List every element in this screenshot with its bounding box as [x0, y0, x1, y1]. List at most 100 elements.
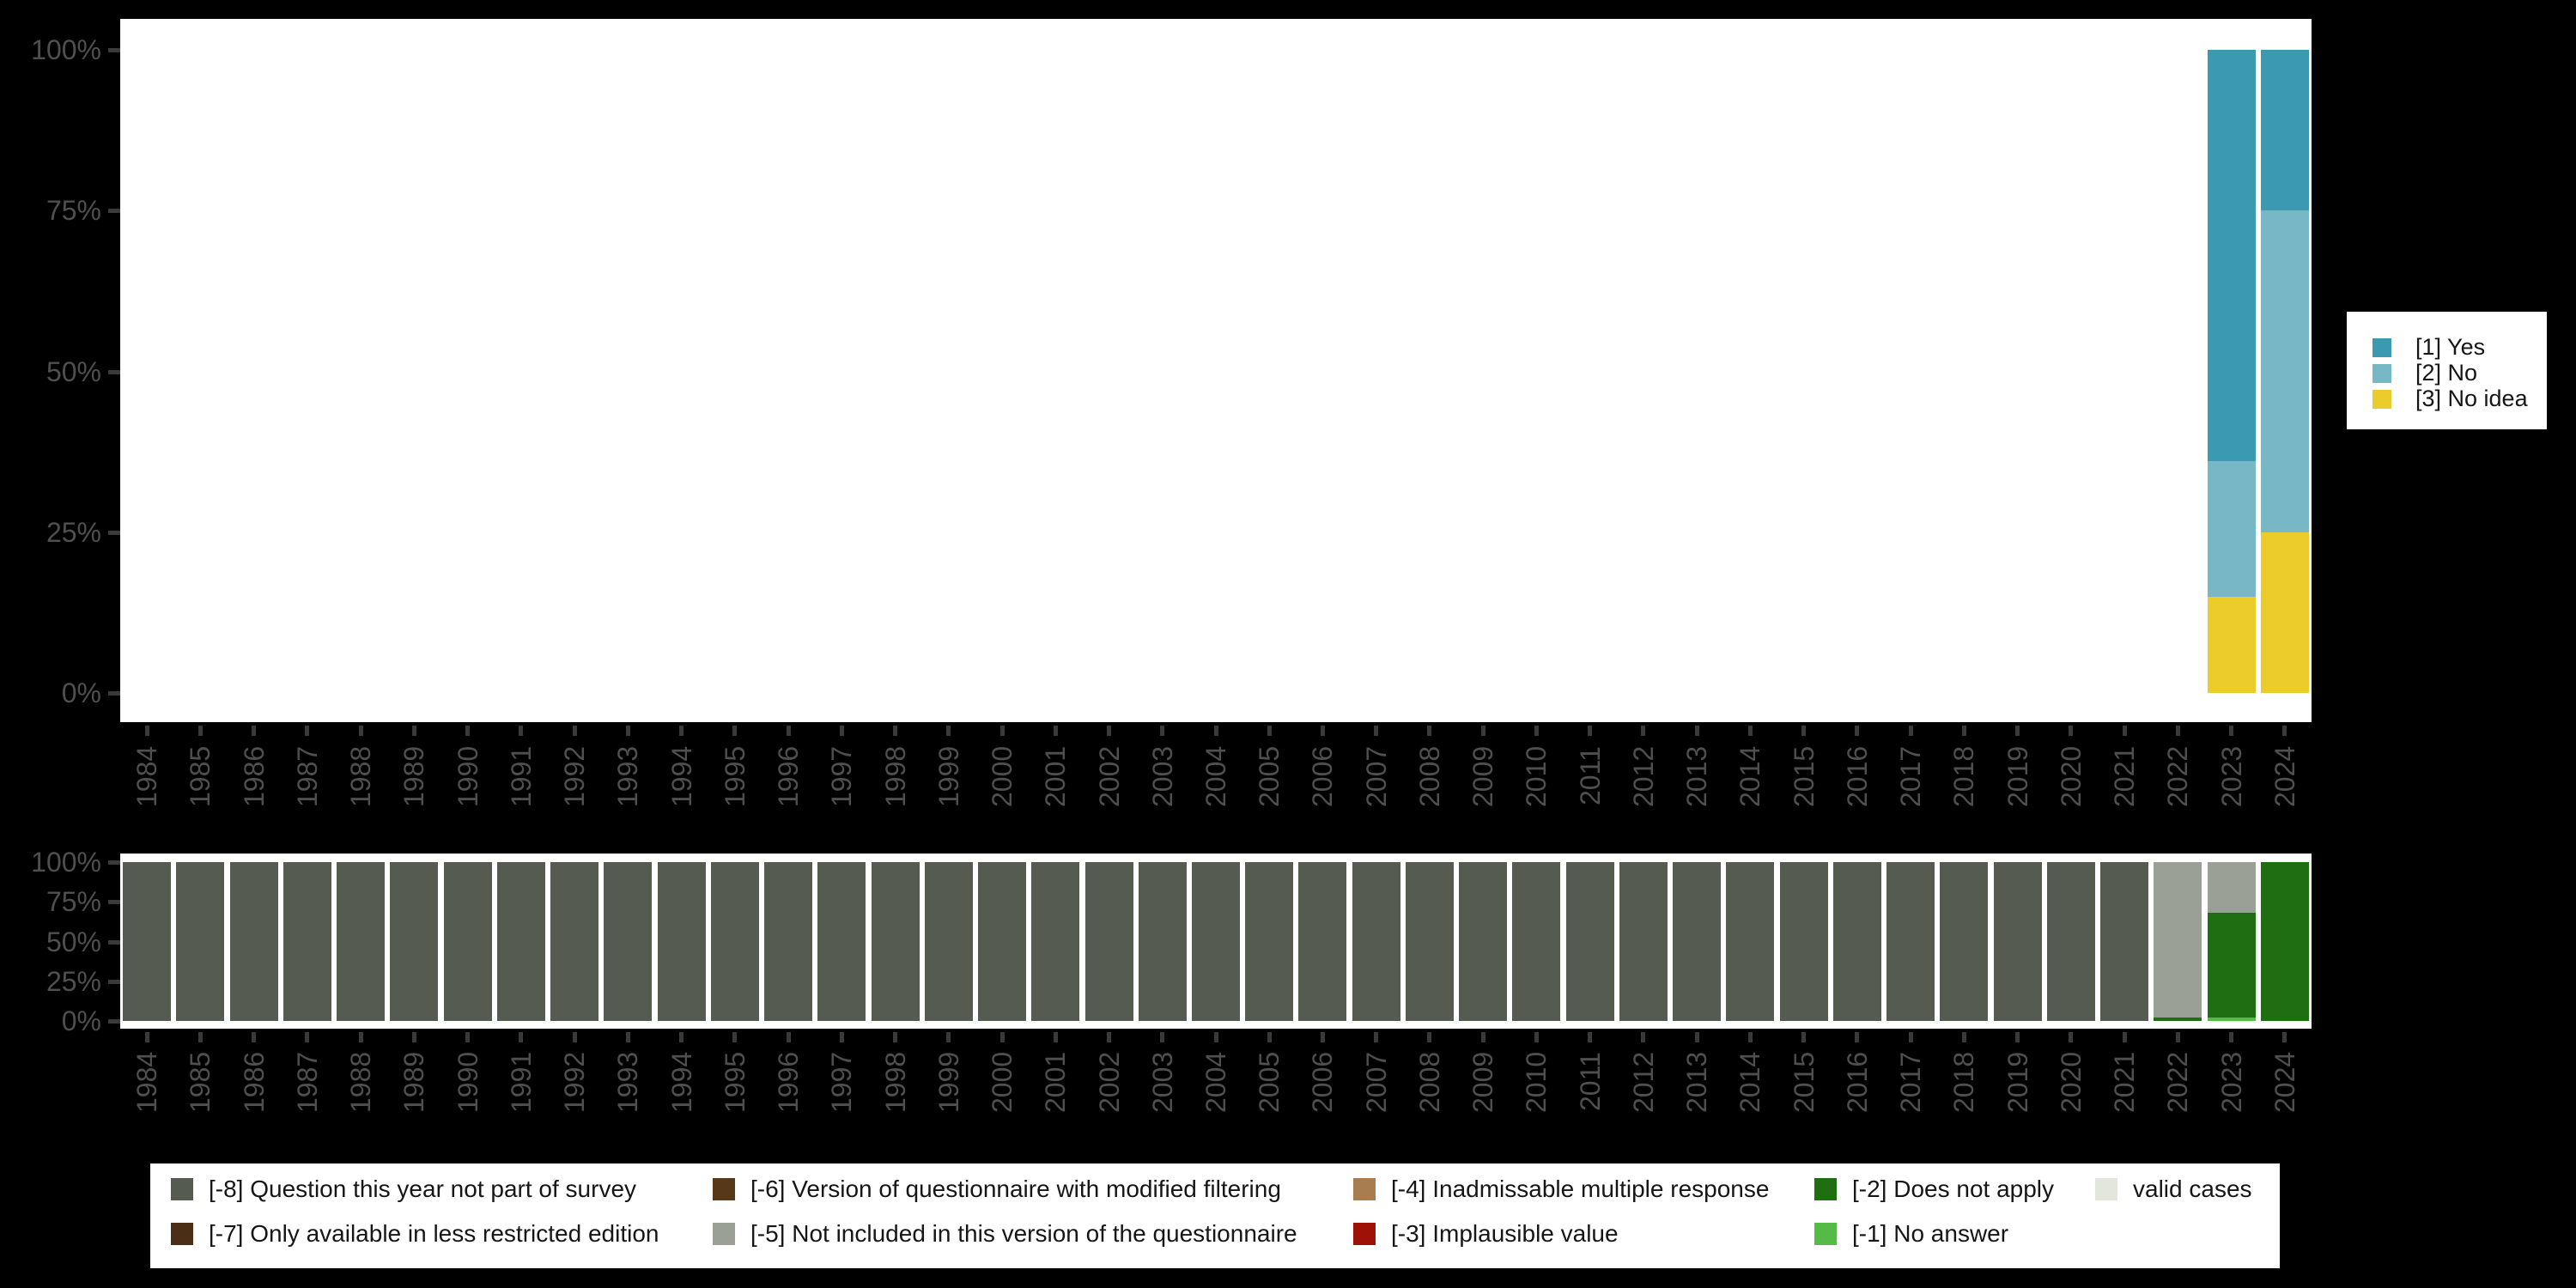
x-tick-mark	[1855, 726, 1860, 736]
x-tick-label-1984: 1984	[131, 745, 163, 807]
bar-1999-segment--8	[924, 862, 973, 1021]
y-tick-label: 100%	[31, 34, 101, 65]
bar-2023-segment--5	[2207, 862, 2256, 914]
x-tick-mark	[1160, 1032, 1165, 1042]
bar-2005	[1245, 862, 1294, 1021]
x-tick-label-2003: 2003	[1146, 745, 1178, 807]
legend-label--2: [-2] Does not apply	[1852, 1176, 2055, 1202]
x-tick-label-1995: 1995	[719, 745, 750, 807]
x-tick-label-2002: 2002	[1093, 1051, 1125, 1113]
x-tick-label-2018: 2018	[1948, 745, 1980, 807]
bar-1995	[710, 862, 759, 1021]
x-tick-label-2006: 2006	[1307, 745, 1339, 807]
y-tick-mark	[108, 48, 120, 52]
x-tick-label-2000: 2000	[987, 1051, 1018, 1113]
bar-2012	[1619, 862, 1668, 1021]
x-tick-mark	[893, 726, 898, 736]
bar-2010-segment--8	[1512, 862, 1561, 1021]
bar-2014	[1726, 862, 1775, 1021]
bar-1992-segment--8	[550, 862, 599, 1021]
legend-item--8: [-8] Question this year not part of surv…	[171, 1176, 636, 1203]
x-tick-label-1998: 1998	[879, 1051, 911, 1113]
x-tick-label-2023: 2023	[2215, 1051, 2247, 1113]
x-tick-label-2007: 2007	[1360, 745, 1392, 807]
x-tick-label-1999: 1999	[933, 1051, 964, 1113]
bar-2002-segment--8	[1084, 862, 1133, 1021]
x-tick-label-2011: 2011	[1574, 746, 1606, 806]
x-tick-label-2007: 2007	[1360, 1051, 1392, 1113]
x-tick-mark	[679, 1032, 684, 1042]
x-tick-mark	[1694, 726, 1699, 736]
bar-2015	[1779, 862, 1828, 1021]
x-tick-mark	[732, 1032, 738, 1042]
x-tick-label-1994: 1994	[665, 745, 697, 807]
x-tick-mark	[1053, 1032, 1058, 1042]
bar-1994	[657, 862, 706, 1021]
bar-2024-segment-3	[2260, 532, 2309, 693]
x-tick-label-1990: 1990	[452, 1051, 483, 1113]
legend-item--7: [-7] Only available in less restricted e…	[171, 1220, 659, 1248]
legend-swatch--5	[713, 1223, 735, 1245]
x-tick-label-1991: 1991	[505, 1051, 537, 1113]
x-tick-mark	[999, 726, 1005, 736]
bar-1986	[229, 862, 278, 1021]
x-tick-mark	[679, 726, 684, 736]
x-tick-mark	[411, 726, 416, 736]
bar-1994-segment--8	[657, 862, 706, 1021]
bar-2004	[1192, 862, 1240, 1021]
legend-swatch--3	[1353, 1223, 1376, 1245]
bar-1997-segment--8	[817, 862, 866, 1021]
x-tick-mark	[305, 726, 310, 736]
bar-1993-segment--8	[604, 862, 653, 1021]
y-tick-mark	[108, 860, 120, 865]
answers-legend: [1] Yes [2] No [3] No idea	[2347, 312, 2547, 429]
y-tick-label: 75%	[46, 886, 101, 918]
bar-1985-segment--8	[176, 862, 225, 1021]
bar-2024-segment-2	[2260, 210, 2309, 532]
legend-label--3: [-3] Implausible value	[1391, 1220, 1619, 1247]
x-tick-mark	[1267, 1032, 1272, 1042]
x-tick-mark	[572, 726, 577, 736]
bar-2005-segment--8	[1245, 862, 1294, 1021]
x-tick-mark	[197, 726, 203, 736]
bar-2000-segment--8	[978, 862, 1027, 1021]
x-tick-mark	[839, 726, 844, 736]
x-tick-mark	[305, 1032, 310, 1042]
legend-label--6: [-6] Version of questionnaire with modif…	[750, 1176, 1281, 1202]
y-tick-label: 0%	[61, 677, 101, 708]
x-tick-label-1993: 1993	[612, 745, 644, 807]
bar-2011	[1565, 862, 1614, 1021]
bar-1987	[283, 862, 331, 1021]
bar-1991	[496, 862, 545, 1021]
bar-1998	[871, 862, 920, 1021]
y-tick-label: 0%	[61, 1005, 101, 1036]
x-tick-mark	[1855, 1032, 1860, 1042]
x-tick-mark	[144, 1032, 149, 1042]
x-tick-mark	[572, 1032, 577, 1042]
x-tick-mark	[197, 1032, 203, 1042]
x-tick-mark	[946, 726, 951, 736]
bar-2008	[1405, 862, 1454, 1021]
x-tick-label-1986: 1986	[238, 745, 270, 807]
y-tick-label: 100%	[31, 847, 101, 878]
x-tick-mark	[465, 726, 471, 736]
bar-2003	[1138, 862, 1187, 1021]
x-tick-mark	[358, 1032, 363, 1042]
x-tick-label-1990: 1990	[452, 745, 483, 807]
bar-2007-segment--8	[1352, 862, 1400, 1021]
bar-1984	[123, 862, 172, 1021]
bar-2023	[2207, 50, 2256, 693]
x-tick-mark	[2282, 726, 2287, 736]
legend-swatch-2	[2372, 363, 2391, 383]
bar-2009	[1459, 862, 1508, 1021]
bar-2018	[1940, 862, 1989, 1021]
y-tick-label: 50%	[46, 926, 101, 957]
missings-chart-panel	[120, 854, 2312, 1029]
x-tick-label-2013: 2013	[1681, 745, 1713, 807]
legend-item--5: [-5] Not included in this version of the…	[713, 1220, 1297, 1248]
x-tick-mark	[1267, 726, 1272, 736]
legend-swatch-1	[2372, 337, 2391, 357]
bar-2017-segment--8	[1886, 862, 1935, 1021]
x-tick-label-1988: 1988	[345, 745, 377, 807]
x-tick-label-2010: 2010	[1521, 1051, 1552, 1113]
